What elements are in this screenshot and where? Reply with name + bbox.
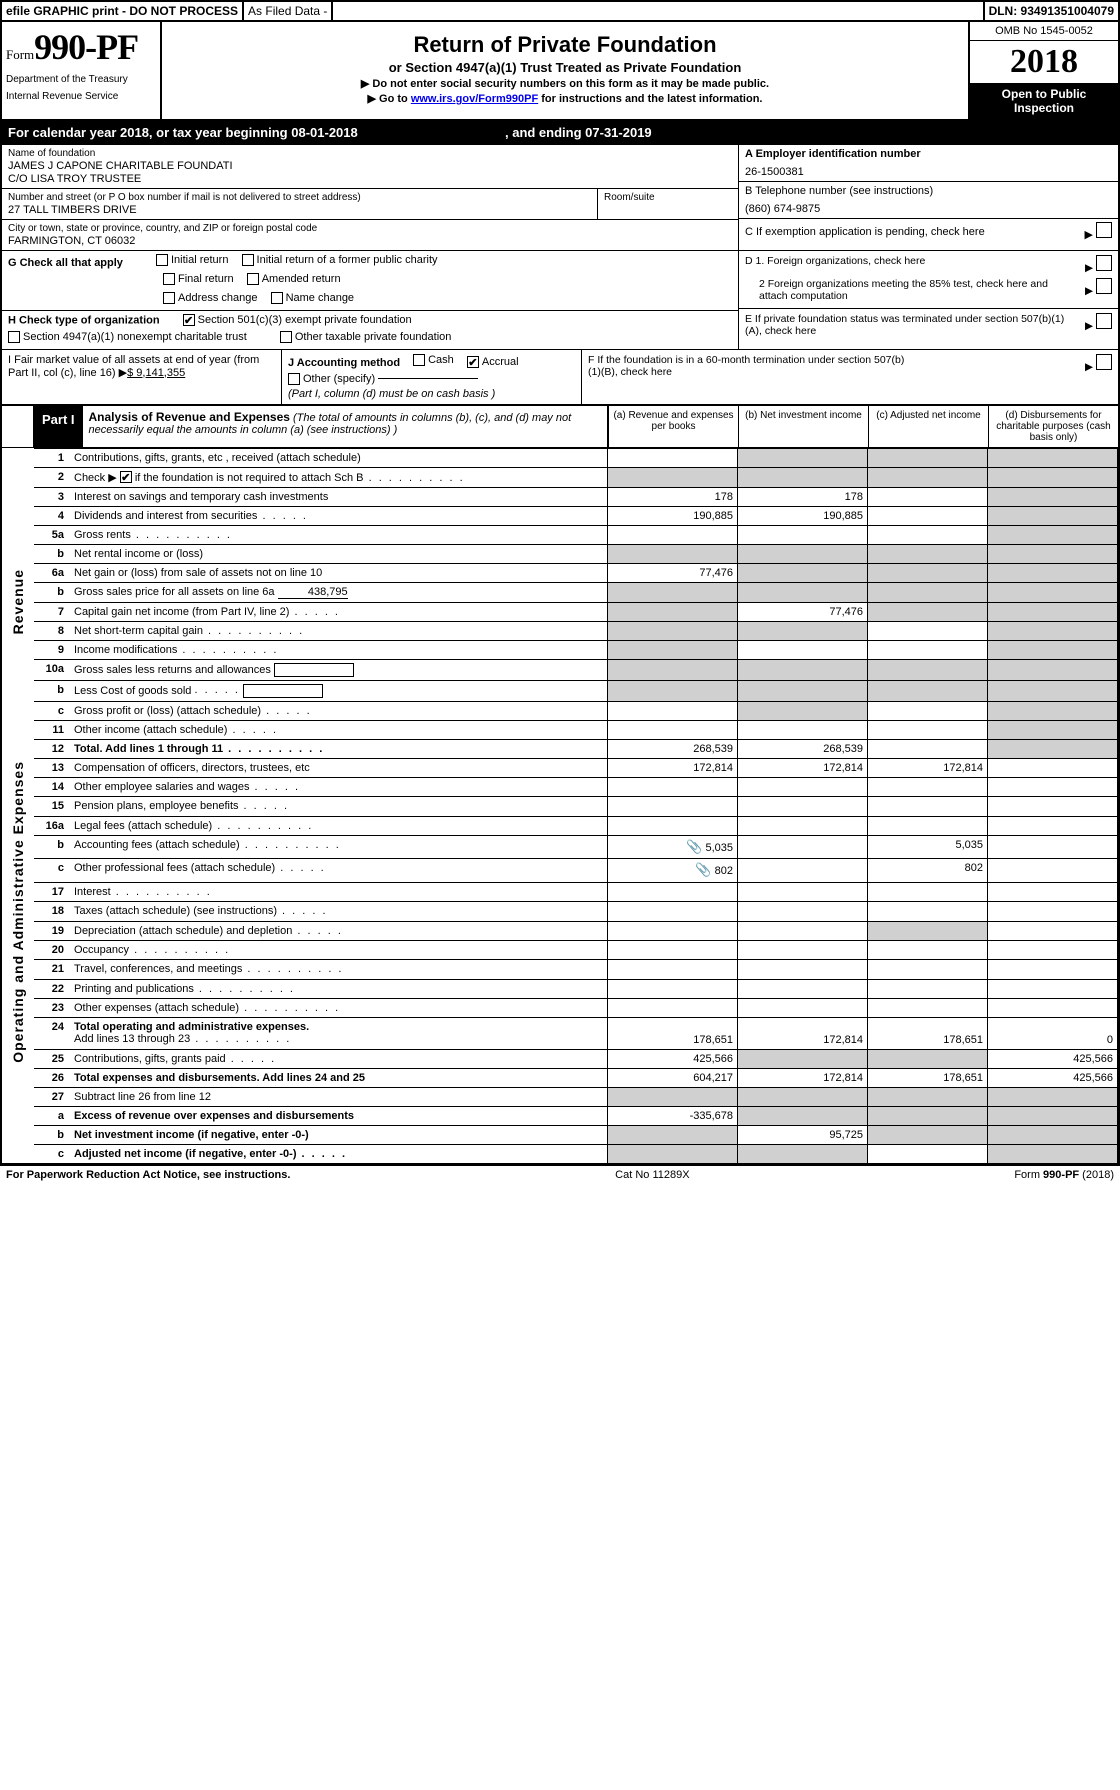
col-c-header: (c) Adjusted net income <box>868 406 988 447</box>
row-h: H Check type of organization ✔Section 50… <box>2 311 738 349</box>
checkbox-c[interactable] <box>1096 222 1112 238</box>
open-to-public: Open to Public Inspection <box>970 83 1118 119</box>
header-right: OMB No 1545-0052 2018 Open to Public Ins… <box>968 22 1118 119</box>
part1-desc: Analysis of Revenue and Expenses (The to… <box>83 406 608 447</box>
tax-year: 2018 <box>970 41 1118 83</box>
form-number: Form990-PF <box>6 26 156 68</box>
checkbox-final-return[interactable] <box>163 273 175 285</box>
as-filed: As Filed Data - <box>244 2 333 20</box>
irs-link[interactable]: www.irs.gov/Form990PF <box>411 93 538 105</box>
attach-icon[interactable]: 📎 <box>686 839 702 854</box>
section-g-d: G Check all that apply Initial return In… <box>2 251 1118 350</box>
checkbox-4947a1[interactable] <box>8 331 20 343</box>
cat-no: Cat No 11289X <box>615 1169 689 1181</box>
checkbox-initial-former[interactable] <box>242 254 254 266</box>
expenses-side-label: Operating and Administrative Expenses <box>10 761 26 1063</box>
topbar-spacer <box>333 2 984 20</box>
calendar-year-row: For calendar year 2018, or tax year begi… <box>2 121 1118 145</box>
checkbox-501c3[interactable]: ✔ <box>183 314 195 326</box>
phone-cell: B Telephone number (see instructions) (8… <box>739 182 1118 219</box>
checkbox-e[interactable] <box>1096 313 1112 329</box>
checkbox-d2[interactable] <box>1096 278 1112 294</box>
header-center: Return of Private Foundation or Section … <box>162 22 968 119</box>
header-left: Form990-PF Department of the Treasury In… <box>2 22 162 119</box>
part1-table: Revenue 1Contributions, gifts, grants, e… <box>2 448 1118 1165</box>
row-i-j-f: I Fair market value of all assets at end… <box>2 350 1118 406</box>
checkbox-f[interactable] <box>1096 354 1112 370</box>
form-title: Return of Private Foundation <box>166 32 964 58</box>
info-right: A Employer identification number 26-1500… <box>738 145 1118 250</box>
checkbox-accrual[interactable]: ✔ <box>467 356 479 368</box>
part1-header: Part I Analysis of Revenue and Expenses … <box>2 406 1118 448</box>
room-suite-cell: Room/suite <box>598 189 738 219</box>
col-j: J Accounting method Cash ✔Accrual Other … <box>282 350 582 404</box>
exemption-pending-cell: C If exemption application is pending, c… <box>739 219 1118 244</box>
part1-label: Part I <box>34 406 83 447</box>
street-cell: Number and street (or P O box number if … <box>2 189 598 219</box>
goto-note: ▶ Go to www.irs.gov/Form990PF for instru… <box>166 92 964 105</box>
city-cell: City or town, state or province, country… <box>2 220 738 250</box>
form-page: efile GRAPHIC print - DO NOT PROCESS As … <box>0 0 1120 1166</box>
dln: DLN: 93491351004079 <box>985 2 1118 20</box>
header: Form990-PF Department of the Treasury In… <box>2 22 1118 121</box>
omb-number: OMB No 1545-0052 <box>970 22 1118 41</box>
checkbox-cash[interactable] <box>413 354 425 366</box>
col-b-header: (b) Net investment income <box>738 406 868 447</box>
checkbox-sch-b[interactable]: ✔ <box>120 471 132 483</box>
section-g-h: G Check all that apply Initial return In… <box>2 251 738 349</box>
checkbox-other-method[interactable] <box>288 373 300 385</box>
foundation-name-cell: Name of foundation JAMES J CAPONE CHARIT… <box>2 145 738 189</box>
checkbox-other-taxable[interactable] <box>280 331 292 343</box>
dept-treasury: Department of the Treasury <box>6 74 156 85</box>
info-left: Name of foundation JAMES J CAPONE CHARIT… <box>2 145 738 250</box>
form-ref: Form 990-PF (2018) <box>1014 1169 1114 1181</box>
fmv-value: $ 9,141,355 <box>127 367 185 379</box>
efile-notice: efile GRAPHIC print - DO NOT PROCESS <box>2 2 244 20</box>
col-a-header: (a) Revenue and expenses per books <box>608 406 738 447</box>
col-d-header: (d) Disbursements for charitable purpose… <box>988 406 1118 447</box>
info-grid: Name of foundation JAMES J CAPONE CHARIT… <box>2 145 1118 251</box>
top-bar: efile GRAPHIC print - DO NOT PROCESS As … <box>2 2 1118 22</box>
arrow-icon: ▶ <box>1084 222 1112 241</box>
section-d-e: D 1. Foreign organizations, check here ▶… <box>738 251 1118 349</box>
ssn-note: ▶ Do not enter social security numbers o… <box>166 77 964 90</box>
col-i: I Fair market value of all assets at end… <box>2 350 282 404</box>
checkbox-amended[interactable] <box>247 273 259 285</box>
row-g: G Check all that apply Initial return In… <box>2 251 738 311</box>
revenue-side-label: Revenue <box>10 569 26 634</box>
attach-icon[interactable]: 📎 <box>695 862 711 877</box>
checkbox-address-change[interactable] <box>163 292 175 304</box>
irs: Internal Revenue Service <box>6 91 156 102</box>
paperwork-notice: For Paperwork Reduction Act Notice, see … <box>6 1169 290 1181</box>
footer: For Paperwork Reduction Act Notice, see … <box>0 1166 1120 1184</box>
col-f: F If the foundation is in a 60-month ter… <box>582 350 1118 404</box>
address-row: Number and street (or P O box number if … <box>2 189 738 220</box>
checkbox-name-change[interactable] <box>271 292 283 304</box>
form-subtitle: or Section 4947(a)(1) Trust Treated as P… <box>166 60 964 75</box>
checkbox-d1[interactable] <box>1096 255 1112 271</box>
ein-cell: A Employer identification number 26-1500… <box>739 145 1118 182</box>
checkbox-initial-return[interactable] <box>156 254 168 266</box>
